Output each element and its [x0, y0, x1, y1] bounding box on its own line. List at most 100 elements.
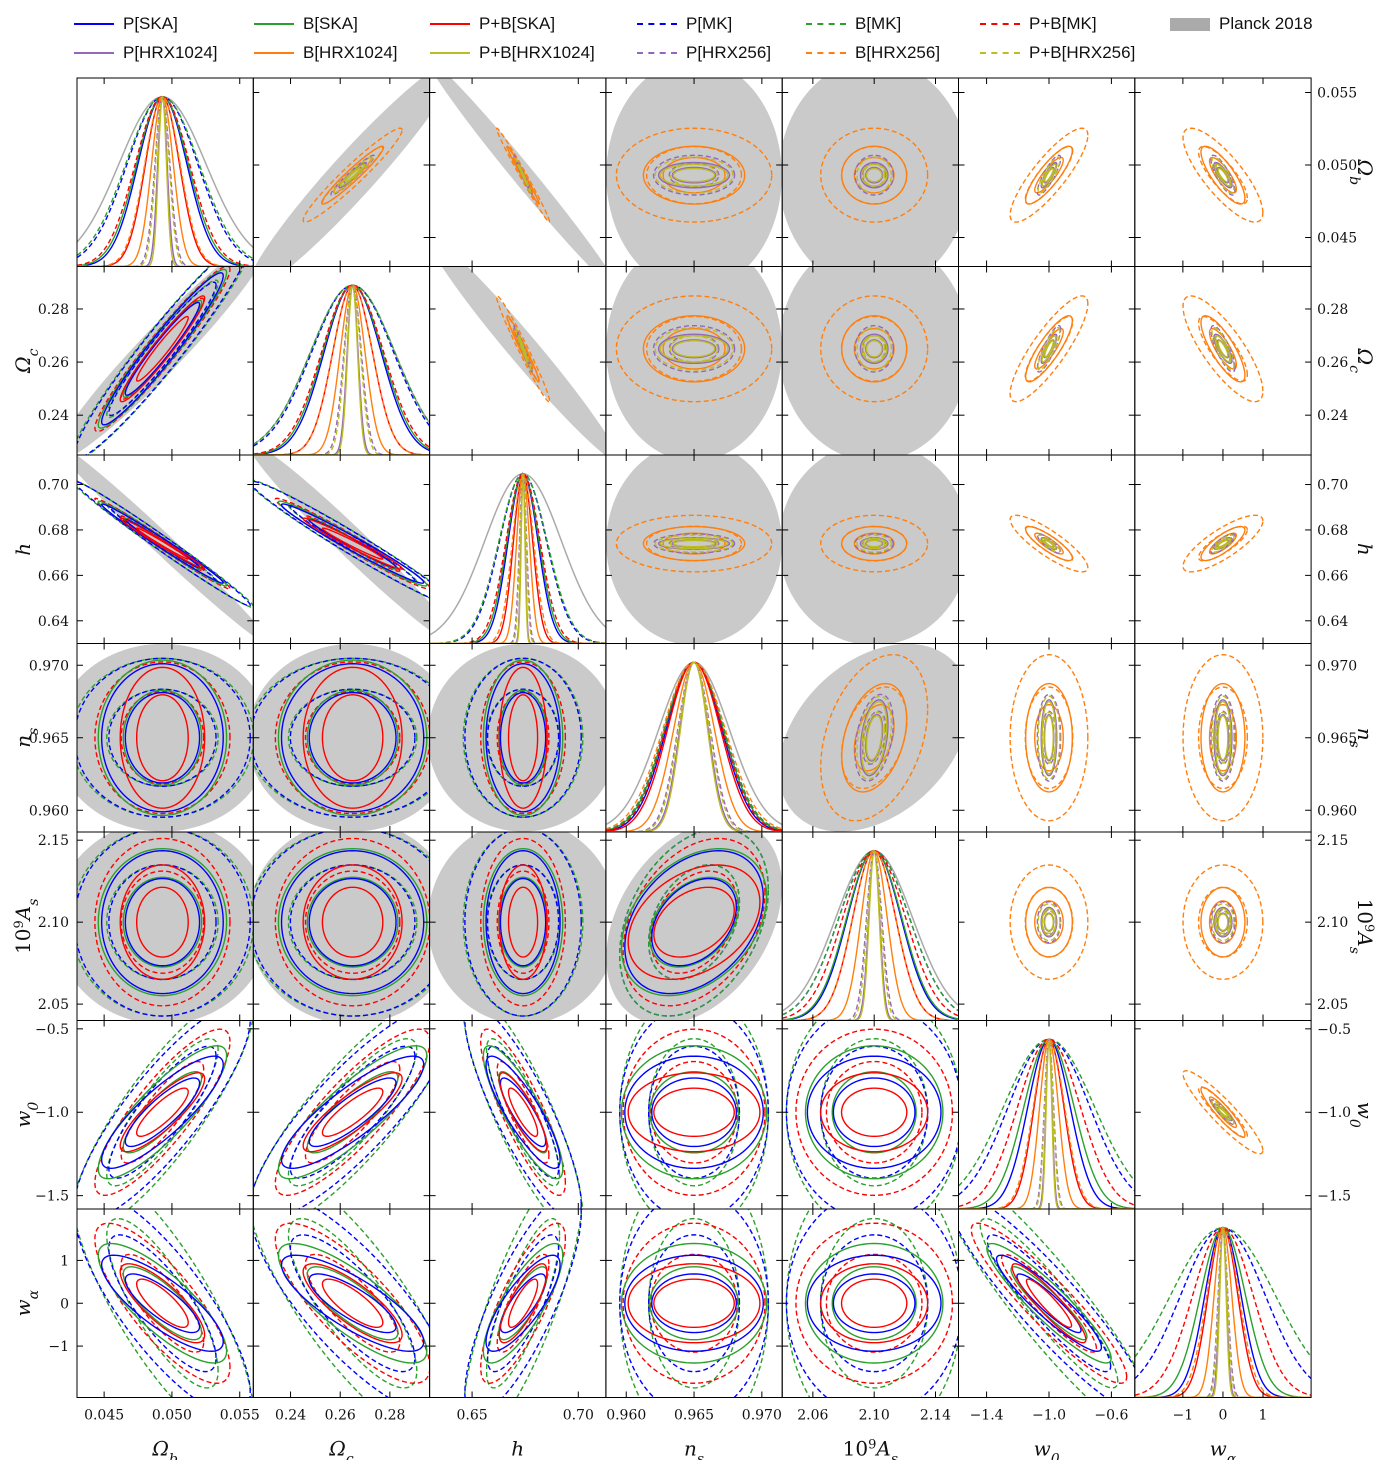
contour-B[HRX256]-2sigma	[1009, 514, 1089, 573]
y-axis-label-left-wa: wα	[11, 1289, 42, 1316]
x-tick-label: 0.26	[325, 1408, 356, 1424]
contour-P+B[HRX256]-2sigma	[1037, 156, 1061, 194]
legend-swatch	[74, 23, 114, 25]
contour-P+B[HRX1024]-1sigma	[1217, 340, 1229, 358]
contour-B[HRX256]-1sigma	[1024, 315, 1074, 382]
contour-P[SKA]-1sigma	[1016, 1273, 1082, 1334]
contour-B[HRX1024]-2sigma	[1200, 315, 1246, 383]
contour-P+B[MK]-2sigma	[274, 1028, 430, 1197]
contour-P+B[HRX256]-2sigma	[1211, 156, 1235, 194]
contour-P[MK]-1sigma	[647, 1045, 741, 1179]
contour-B[SKA]-1sigma	[306, 1266, 399, 1341]
planck-2sigma-region	[253, 455, 430, 631]
y-tick-label-right: 0.24	[1317, 408, 1348, 424]
contour-B[HRX256]-2sigma	[495, 127, 551, 223]
contour-P+B[MK]-2sigma	[274, 1222, 430, 1384]
contour-P[MK]-2sigma	[253, 1020, 430, 1209]
panel-Ob-Oc	[254, 78, 430, 267]
contour-B[HRX1024]-2sigma	[642, 145, 746, 205]
x-tick-label: 0.970	[742, 1408, 782, 1424]
contour-P[SKA]-1sigma	[832, 1077, 916, 1148]
contour-P+B[HRX1024]-1sigma	[1217, 1106, 1229, 1118]
contour-B[HRX1024]-2sigma	[1200, 525, 1246, 562]
x-axis-label-h: h	[511, 1437, 524, 1460]
contour-B[SKA]-1sigma	[122, 1070, 203, 1154]
contour-P+B[HRX1024]-1sigma	[672, 539, 716, 548]
contour-B[HRX1024]-1sigma	[1208, 327, 1238, 370]
contour-P[SKA]-2sigma	[485, 663, 561, 813]
panel-h-h	[429, 471, 606, 644]
series-1d-curve	[77, 95, 254, 267]
y-tick-label-right: 0.970	[1317, 658, 1357, 674]
label-part: Ω	[1353, 158, 1377, 176]
series-1d-curve	[1134, 1225, 1312, 1398]
contour-P[HRX256]-2sigma	[513, 154, 533, 196]
y-tick-label-right: −0.5	[1317, 1022, 1351, 1038]
panel-frame	[781, 1020, 960, 1210]
contour-B[HRX256]-1sigma	[1197, 145, 1249, 205]
contour-B[SKA]-2sigma	[620, 847, 768, 997]
y-axis-label-right-h: h	[1353, 543, 1377, 556]
label-sub: s	[1346, 947, 1362, 954]
contour-P[MK]-1sigma	[647, 1234, 741, 1373]
contour-P+B[HRX1024]-2sigma	[860, 537, 888, 550]
y-tick-label-right: 0.28	[1317, 302, 1348, 318]
series-1d-curve	[605, 661, 783, 832]
y-tick-label-left: 0.64	[38, 614, 69, 630]
contour-P[MK]-2sigma	[464, 832, 582, 1017]
panel-Ob-Ob	[77, 95, 254, 267]
contour-P[HRX1024]-2sigma	[657, 333, 731, 365]
series-1d-curve	[429, 473, 606, 644]
contour-B[MK]-2sigma	[463, 1209, 583, 1398]
contour-P+B[MK]-2sigma	[94, 1028, 231, 1197]
label-sub: s	[26, 899, 42, 906]
contour-P+B[SKA]-2sigma	[498, 864, 548, 980]
contour-P[HRX256]-2sigma	[854, 324, 894, 373]
y-tick-label-right: 0.965	[1317, 731, 1357, 747]
contour-P+B[MK]-1sigma	[496, 1253, 550, 1353]
y-tick-label-right: −1.5	[1317, 1189, 1351, 1205]
contour-B[MK]-2sigma	[463, 1020, 584, 1209]
y-axis-label-right-ns: ns	[1346, 728, 1377, 748]
contour-P[MK]-2sigma	[958, 1209, 1135, 1398]
y-axis-label-right-Oc: Ωc	[1346, 348, 1377, 374]
contour-P[MK]-1sigma	[486, 864, 560, 981]
contour-P[MK]-1sigma	[108, 1234, 217, 1373]
contour-P[HRX1024]-2sigma	[1040, 906, 1058, 938]
contour-P[MK]-1sigma	[486, 1234, 560, 1373]
contour-P[SKA]-1sigma	[651, 877, 738, 967]
contour-P+B[HRX1024]-1sigma	[865, 167, 883, 183]
contour-P+B[HRX1024]-2sigma	[1214, 1104, 1232, 1121]
x-tick-label: −1.0	[1032, 1408, 1066, 1424]
contour-P+B[HRX1024]-2sigma	[517, 163, 529, 187]
contour-P+B[SKA]-2sigma	[119, 666, 206, 809]
legend-swatch	[1170, 17, 1210, 31]
contour-B[MK]-1sigma	[485, 1038, 561, 1187]
label-sub: b	[169, 1452, 178, 1460]
y-tick-label-left: −1	[48, 1339, 69, 1355]
contour-P[SKA]-2sigma	[485, 850, 561, 995]
x-axis-label-Ob: Ωb	[151, 1437, 178, 1460]
legend-label: P+B[MK]	[1029, 14, 1097, 33]
series-1d-curve	[77, 95, 254, 267]
series-1d-curve	[429, 473, 606, 644]
contour-B[HRX1024]-2sigma	[841, 525, 908, 562]
contour-P+B[HRX1024]-2sigma	[1041, 700, 1057, 775]
label-part: w	[11, 1299, 35, 1316]
contour-P+B[SKA]-1sigma	[653, 1087, 735, 1138]
y-tick-label-left: 0.965	[29, 731, 69, 747]
contour-P[HRX256]-1sigma	[861, 162, 887, 188]
contour-P[HRX1024]-2sigma	[859, 333, 889, 365]
contour-P+B[HRX1024]-2sigma	[1214, 163, 1232, 187]
contour-P[MK]-2sigma	[253, 832, 430, 1017]
planck-1d-curve	[429, 473, 606, 636]
contour-P+B[HRX256]-2sigma	[856, 326, 893, 371]
contour-B[MK]-2sigma	[77, 832, 254, 1017]
contour-B[HRX256]-1sigma	[1197, 886, 1249, 958]
contour-B[MK]-1sigma	[287, 688, 418, 787]
x-tick-label: −0.6	[1094, 1408, 1128, 1424]
contour-P+B[SKA]-1sigma	[135, 1087, 189, 1138]
planck-2sigma-region	[606, 78, 782, 267]
series-1d-curve	[605, 661, 783, 831]
series-1d-curve	[253, 284, 430, 445]
